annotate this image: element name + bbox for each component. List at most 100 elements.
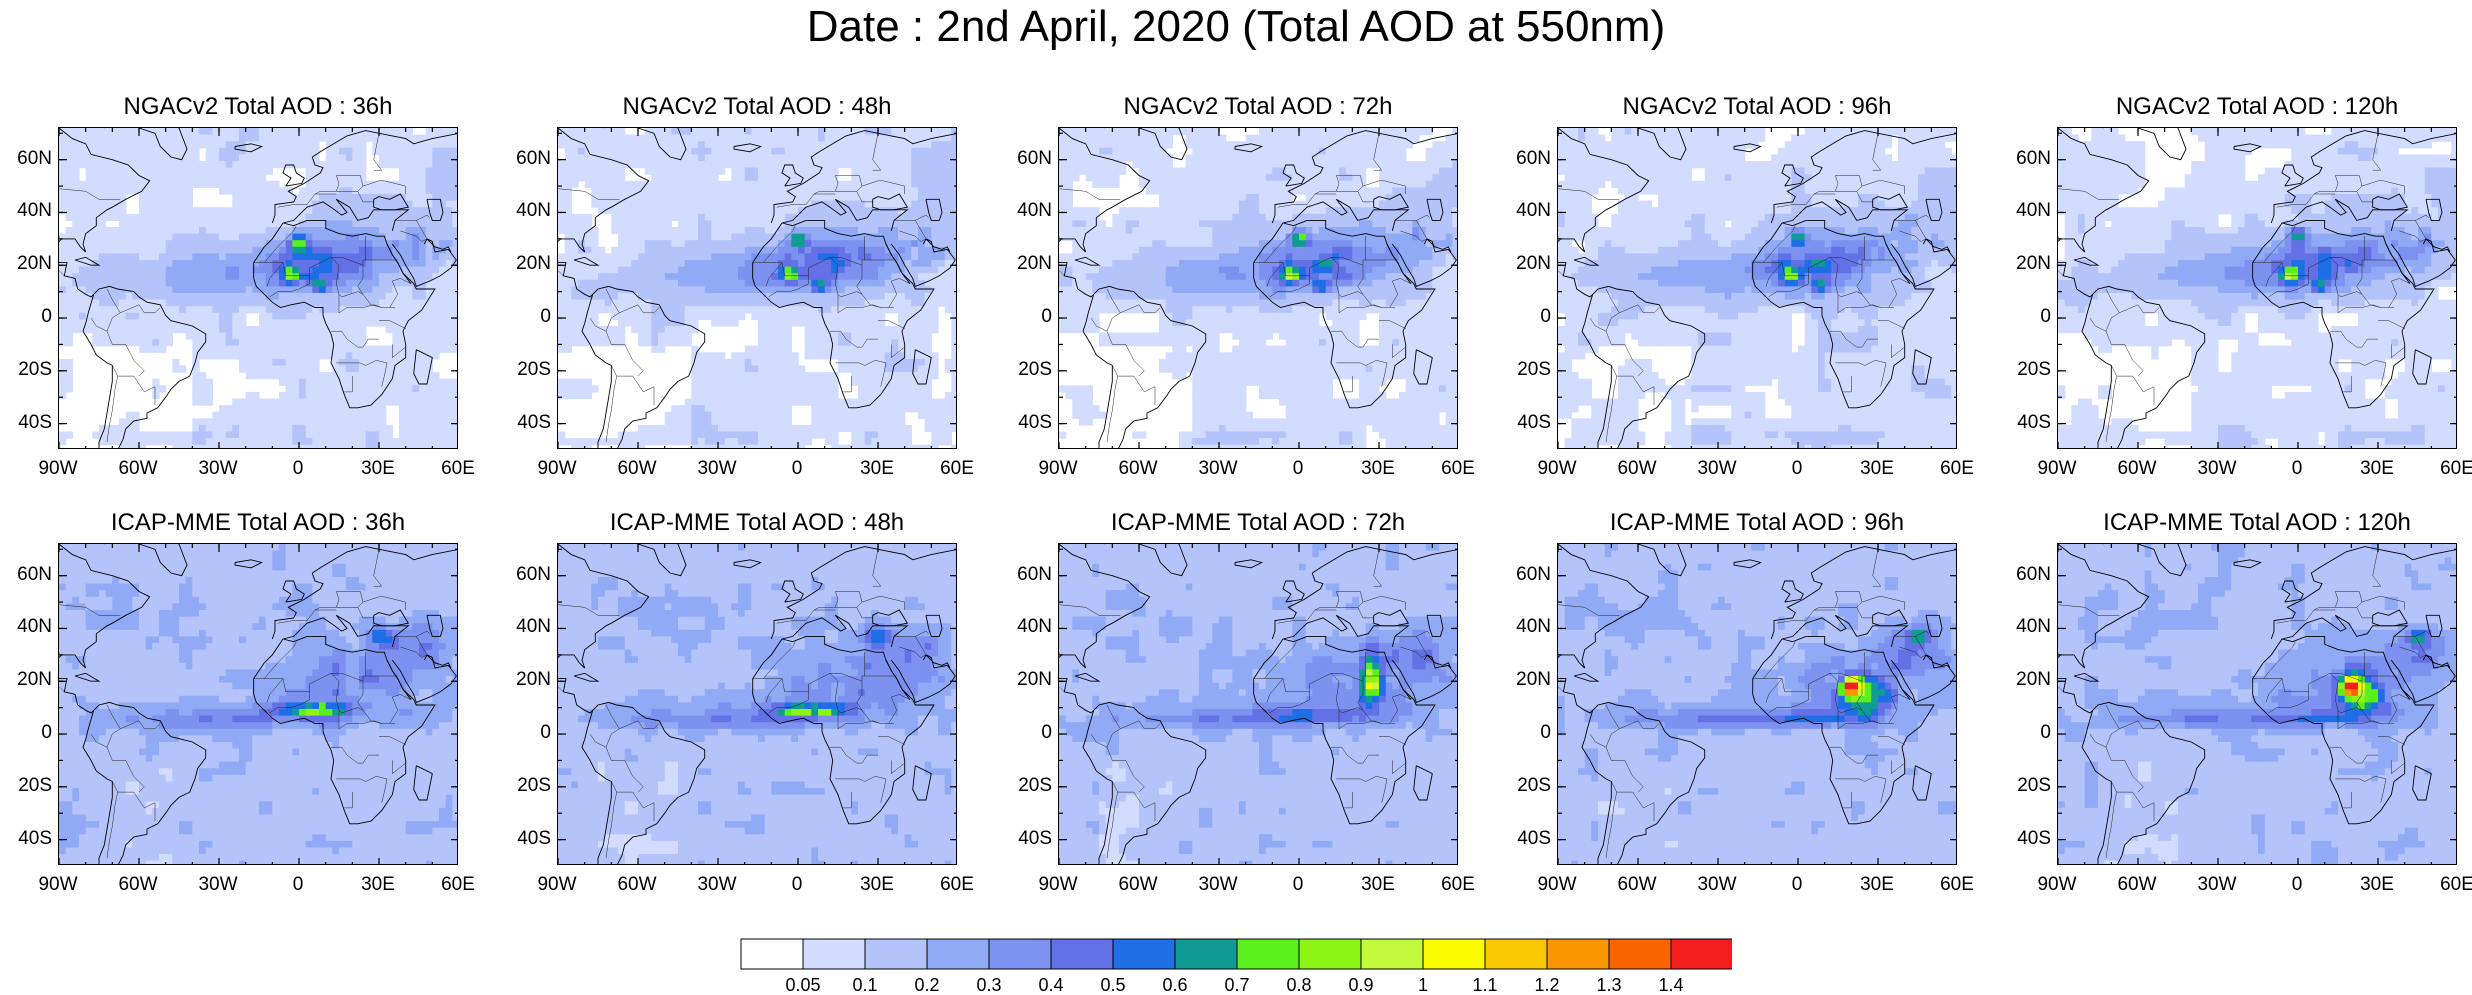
lon-tick-label: 60E bbox=[428, 875, 488, 895]
country-borders bbox=[59, 549, 430, 859]
persian-gulf bbox=[426, 238, 452, 253]
colorbar-swatch bbox=[1174, 938, 1238, 970]
country-borders bbox=[1059, 133, 1430, 443]
coastlines bbox=[2058, 128, 2456, 448]
coastlines bbox=[1059, 544, 1457, 864]
uk-coast bbox=[781, 580, 804, 603]
iceland-coast bbox=[733, 143, 762, 153]
persian-gulf bbox=[1925, 654, 1951, 669]
lat-tick-label: 20S bbox=[1495, 775, 1551, 796]
red-sea-west bbox=[1386, 243, 1412, 284]
map-panel: NGACv2 Total AOD : 96h 60N 40N 20N 0 20S 40S 90… bbox=[1516, 93, 1974, 543]
lat-tick-label: 20S bbox=[996, 775, 1052, 796]
colorbar-label: 0.7 bbox=[1212, 975, 1262, 995]
lon-tick-label: 0 bbox=[767, 875, 827, 895]
africa-coast bbox=[2252, 635, 2435, 825]
map-frame bbox=[1058, 543, 1458, 865]
persian-gulf bbox=[925, 238, 951, 253]
central-america-coast bbox=[59, 262, 167, 316]
lon-tick-label: 60E bbox=[428, 459, 488, 479]
lat-tick-label: 20S bbox=[0, 775, 52, 796]
lon-tick-label: 90W bbox=[527, 875, 587, 895]
cuba-coast bbox=[1074, 256, 1101, 266]
lon-tick-label: 60E bbox=[1428, 875, 1488, 895]
lon-tick-label: 60W bbox=[607, 459, 667, 479]
aod-field bbox=[2058, 544, 2456, 864]
colorbar-swatch bbox=[1670, 938, 1732, 970]
axis-ticks bbox=[1059, 128, 1457, 448]
red-sea-west bbox=[386, 243, 412, 284]
madagascar-coast bbox=[1912, 349, 1932, 385]
coastlines bbox=[558, 544, 956, 864]
south-america-nw bbox=[2084, 710, 2094, 740]
lon-tick-label: 30E bbox=[847, 875, 907, 895]
axis-ticks bbox=[1059, 544, 1457, 864]
lat-tick-label: 40N bbox=[1995, 201, 2051, 221]
lat-tick-label: 20N bbox=[1495, 670, 1551, 690]
cuba-coast bbox=[1074, 672, 1101, 682]
arabia-coast bbox=[391, 654, 457, 703]
lat-tick-label: 20N bbox=[996, 254, 1052, 274]
colorbar-label: 1.3 bbox=[1584, 975, 1634, 995]
axis-ticks bbox=[558, 128, 956, 448]
colorbar-label: 0.05 bbox=[778, 975, 828, 995]
lon-tick-label: 30E bbox=[348, 875, 408, 895]
lat-tick-label: 0 bbox=[0, 307, 52, 327]
iceland-coast bbox=[234, 559, 263, 569]
caspian-coast bbox=[1426, 198, 1444, 221]
coastlines bbox=[1558, 128, 1956, 448]
axis-ticks bbox=[59, 128, 457, 448]
europe-coast bbox=[1271, 130, 1457, 224]
lon-tick-label: 30W bbox=[1687, 459, 1747, 479]
lon-tick-label: 30E bbox=[1847, 459, 1907, 479]
red-sea-west bbox=[1885, 243, 1911, 284]
lon-tick-label: 60W bbox=[1108, 459, 1168, 479]
south-america-west bbox=[581, 739, 612, 864]
black-sea-coast bbox=[1373, 609, 1410, 627]
europe-coast bbox=[770, 546, 956, 640]
lon-tick-label: 30E bbox=[1348, 459, 1408, 479]
south-america-nw bbox=[85, 294, 95, 324]
lat-tick-label: 20N bbox=[495, 254, 551, 274]
central-america-coast bbox=[558, 262, 666, 316]
red-sea-west bbox=[1885, 659, 1911, 700]
south-america-coast bbox=[2117, 731, 2206, 864]
coastlines bbox=[59, 544, 457, 864]
lat-tick-label: 40N bbox=[1495, 201, 1551, 221]
central-america-coast bbox=[1558, 678, 1666, 732]
persian-gulf bbox=[1426, 654, 1452, 669]
lat-tick-label: 0 bbox=[996, 307, 1052, 327]
greenland-coast bbox=[1603, 544, 1687, 577]
map-frame bbox=[2057, 127, 2457, 449]
south-america-coast bbox=[2117, 315, 2206, 448]
colorbar-swatch bbox=[1050, 938, 1114, 970]
africa-coast bbox=[1253, 635, 1436, 825]
south-america-nw bbox=[584, 710, 594, 740]
lat-tick-label: 0 bbox=[1995, 307, 2051, 327]
iceland-coast bbox=[733, 559, 762, 569]
lat-tick-label: 20S bbox=[495, 775, 551, 796]
greenland-coast bbox=[603, 128, 687, 161]
madagascar-coast bbox=[1413, 765, 1433, 801]
map-panel: NGACv2 Total AOD : 120h 60N 40N 20N 0 20S 40S 9… bbox=[2016, 93, 2472, 543]
lon-tick-label: 30W bbox=[687, 875, 747, 895]
colorbar-swatch bbox=[988, 938, 1052, 970]
lon-tick-label: 30W bbox=[687, 459, 747, 479]
lon-tick-label: 90W bbox=[1028, 459, 1088, 479]
colorbar-swatch bbox=[802, 938, 866, 970]
madagascar-coast bbox=[2412, 765, 2432, 801]
arabia-coast bbox=[2390, 238, 2456, 287]
lon-tick-label: 60E bbox=[927, 875, 987, 895]
madagascar-coast bbox=[912, 349, 932, 385]
aod-field bbox=[1558, 544, 1956, 864]
south-america-coast bbox=[1118, 315, 1207, 448]
europe-coast bbox=[2270, 130, 2456, 224]
lon-tick-label: 90W bbox=[527, 459, 587, 479]
europe-coast bbox=[1271, 546, 1457, 640]
black-sea-coast bbox=[2372, 609, 2409, 627]
panel-title: ICAP-MME Total AOD : 120h bbox=[2027, 509, 2472, 537]
map-panel: ICAP-MME Total AOD : 36h 60N 40N 20N 0 20S 40S… bbox=[17, 509, 475, 959]
panel-title: NGACv2 Total AOD : 72h bbox=[1028, 93, 1488, 121]
south-america-nw bbox=[1085, 294, 1095, 324]
south-america-west bbox=[82, 739, 113, 864]
